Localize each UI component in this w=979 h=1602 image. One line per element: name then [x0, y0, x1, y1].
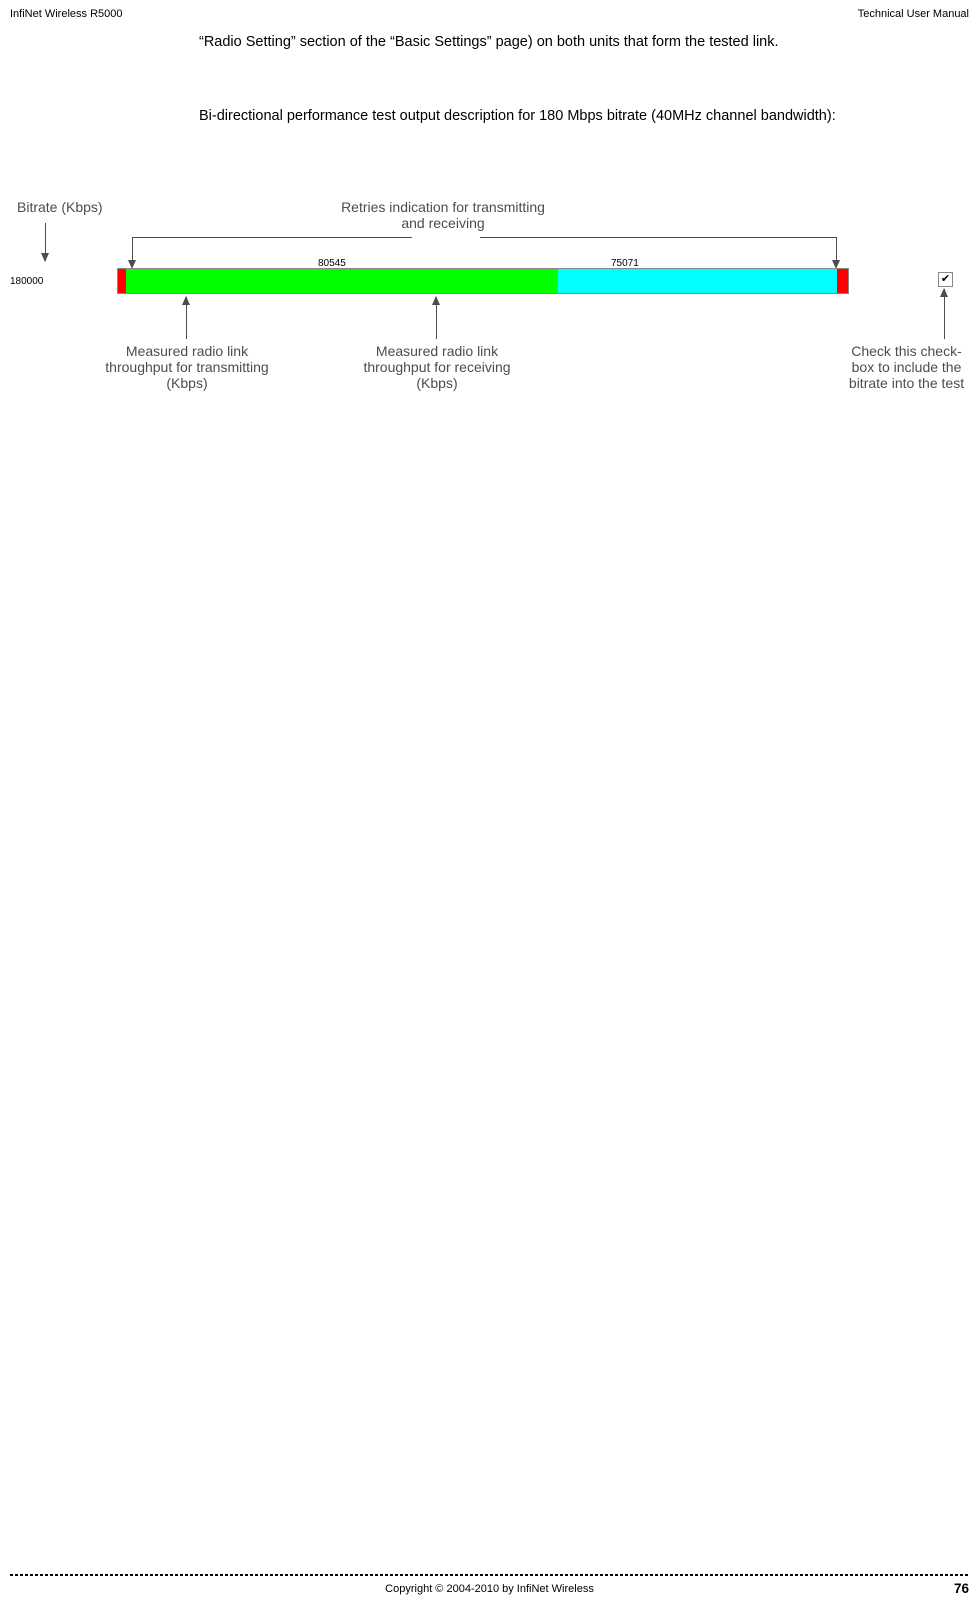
header-product: InfiNet Wireless R5000 — [10, 8, 123, 20]
arrow-up-icon — [186, 297, 187, 339]
bar-segment-retry-rx — [837, 269, 848, 293]
arrow-up-icon — [944, 289, 945, 339]
arrow-down-icon — [45, 223, 46, 261]
paragraph-1: “Radio Setting” section of the “Basic Se… — [199, 32, 969, 52]
include-bitrate-checkbox[interactable]: ✔ — [938, 272, 953, 287]
retries-label: Retries indication for transmitting and … — [333, 199, 553, 231]
paragraph-2: Bi-directional performance test output d… — [199, 106, 969, 126]
arrow-up-icon — [436, 297, 437, 339]
rx-throughput-label: Measured radio link throughput for recei… — [362, 343, 512, 391]
bar-segment-tx — [126, 269, 558, 293]
tx-throughput-label: Measured radio link throughput for trans… — [102, 343, 272, 391]
bar-segment-rx — [558, 269, 837, 293]
bitrate-value: 180000 — [10, 276, 43, 287]
header-title: Technical User Manual — [858, 8, 969, 20]
throughput-bar — [117, 268, 849, 294]
page-number: 76 — [954, 1581, 969, 1596]
bitrate-header-label: Bitrate (Kbps) — [17, 199, 103, 215]
checkbox-help-label: Check this check-box to include the bitr… — [844, 343, 969, 391]
bar-segment-retry-tx — [118, 269, 126, 293]
arrow-elbow-left-icon — [132, 237, 412, 238]
performance-diagram: Bitrate (Kbps) Retries indication for tr… — [0, 195, 965, 455]
footer-copyright: Copyright © 2004-2010 by InfiNet Wireles… — [0, 1583, 979, 1595]
footer-divider — [10, 1574, 968, 1576]
